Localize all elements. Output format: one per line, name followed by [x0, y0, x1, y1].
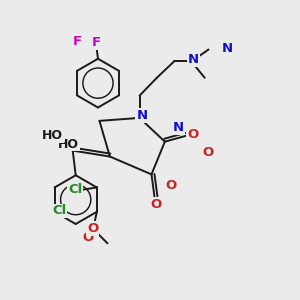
Text: N: N — [188, 53, 199, 66]
Text: O: O — [82, 231, 93, 244]
Text: F: F — [92, 36, 101, 49]
Text: O: O — [87, 222, 98, 235]
Text: Cl: Cl — [52, 204, 67, 218]
Text: HO: HO — [58, 138, 79, 151]
Text: O: O — [150, 198, 162, 211]
Text: N: N — [222, 42, 233, 56]
Text: HO: HO — [42, 129, 63, 142]
Text: O: O — [202, 146, 214, 160]
Text: N: N — [136, 109, 148, 122]
Text: F: F — [73, 35, 82, 48]
Text: O: O — [187, 128, 198, 141]
Text: Cl: Cl — [68, 183, 83, 196]
Text: N: N — [173, 121, 184, 134]
Text: O: O — [165, 179, 176, 192]
